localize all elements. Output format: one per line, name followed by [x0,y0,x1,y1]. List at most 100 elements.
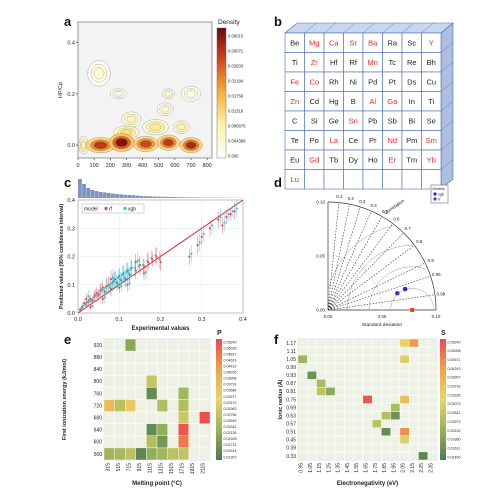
x-tick-label: 2115 [201,463,207,474]
colorbar-tick-label: 0.03170 [224,401,237,405]
x-tick-label: 800 [203,163,212,169]
colorbar-tick-label: 0.00010 [228,34,244,39]
y-tick-label: 880 [94,355,103,361]
element-symbol: Pd [368,77,377,86]
x-tick-label: 0.95 [299,463,305,473]
correlation-tick-label: 0.7 [405,226,412,231]
histogram-bar [119,194,124,198]
element-symbol: Te [291,136,299,145]
x-tick-label: 0.4 [239,317,247,323]
data-point-xgb [231,210,234,213]
x-tick-label: 200 [106,163,115,169]
correlation-tick-label: 0.99 [436,291,445,296]
correlation-ray [327,244,415,311]
heatmap-cell [177,435,189,449]
data-point-xgb [150,256,153,260]
histogram-bar [135,195,140,198]
model-point-rf [394,290,400,296]
element-symbol: Ds [407,77,416,86]
panel-f-heatmap: 0.95 1.05 1.15 1.25 1.35 1.45 1.55 1.65 1.75 1.85… [277,330,461,487]
element-symbol: Sc [407,38,416,47]
data-point-xgb [154,253,157,257]
colorbar-tick-label: 0.02102 [448,429,461,433]
data-point-xgb [92,296,95,299]
legend-title: model [84,207,98,213]
element-symbol: Cd [309,97,319,106]
data-point-rf [118,286,121,289]
colorbar-tick-label: 0.03998 [224,377,237,381]
correlation-tick-label: 0.3 [359,199,366,204]
histogram-bar [106,193,111,198]
panel-c-prediction-scatter: 0.0 0.1 0.2 0.3 0.4 0.0 0.1 0.2 0.3 0.4 model rf xgb… [59,179,247,332]
y-tick-label: 720 [94,403,103,409]
element-symbol: Dy [349,155,358,164]
y-tick-label: 0.75 [286,397,296,403]
heatmap-cell [325,387,336,396]
element-symbol: Se [427,116,436,125]
element-symbol: Po [310,136,319,145]
correlation-arc [327,201,437,311]
heatmap-cell [135,447,147,461]
data-point-xgb [107,284,110,287]
element-symbol: Ce [348,136,358,145]
heatmap-cell [409,338,419,348]
density-contour [163,138,174,147]
colorbar [216,27,227,159]
histogram-bar [164,196,169,198]
heatmap-cell [399,354,410,364]
element-symbol: Fe [290,77,299,86]
y-tick-label: 0.0 [67,143,75,149]
panel-a-density-plot: 0 100 200 300 400 500 600 700 800 0.0 0.2 0.4 HP/Cp D… [58,19,246,169]
heatmap-cell [146,423,158,437]
cube-right-gridline [440,81,454,92]
x-tick-label: 400 [138,163,147,169]
colorbar-tick-label: 0.03907 [448,376,461,380]
colorbar-tick-label: 0.04243 [448,367,461,371]
colorbar-tick-label: 0.03791 [224,383,237,387]
data-point-xgb [94,293,97,296]
heatmap-cell [156,399,168,412]
heatmap-cell [399,427,410,437]
data-point-xgb [91,304,94,308]
data-point-xgb [90,300,93,303]
heatmap-cell [381,427,391,437]
colorbar-tick-label: 0.000 [228,154,239,159]
element-symbol: Gd [309,155,319,164]
x-tick-label: 1.35 [336,463,342,473]
histogram-bar [193,197,198,198]
heatmap-cell [371,419,382,428]
heatmap-cell [146,375,158,388]
colorbar-title: P [217,330,222,337]
panel-e-heatmap: 315 515 715 915 1115 1315 1515 1715 1915 2115 920 8… [62,330,237,487]
colorbar-tick-label: 0.04827 [224,352,237,356]
element-symbol: Pr [369,136,377,145]
element-symbol: C [292,116,298,125]
x-tick-label: 0.0 [74,317,82,323]
colorbar-tick-label: 0.01514 [224,449,237,453]
colorbar-tick-label: 0.02573 [448,420,461,424]
y-tick-label: 1.17 [286,341,296,347]
data-point-rf [101,297,104,300]
y-tick-label: 0.2 [67,92,75,98]
heatmap-cell [316,379,326,388]
element-symbol: Re [407,58,417,67]
data-point-xgb [81,304,85,308]
sd-arc [327,255,383,311]
heatmap-cell [381,411,391,420]
density-contour [114,91,123,97]
y-tick-label: 560 [94,452,103,458]
x-tick-label: 315 [105,463,111,472]
y-axis-label: Ionic radius (Å) [277,379,284,419]
x-tick-label: 0 [76,163,79,169]
histogram-bar [185,197,190,198]
data-point-xgb [127,272,130,275]
cube-top-gridline [304,22,317,34]
density-contour [165,91,172,97]
colorbar-tick-label: 0.04571 [448,358,461,362]
data-point-xgb [219,215,222,219]
sd-tick-label: 0.10 [432,314,441,319]
heatmap-cell [146,435,158,449]
correlation-tick-label: 0.9 [427,258,434,263]
data-point-rf [159,261,162,264]
data-point-xgb [137,265,141,268]
